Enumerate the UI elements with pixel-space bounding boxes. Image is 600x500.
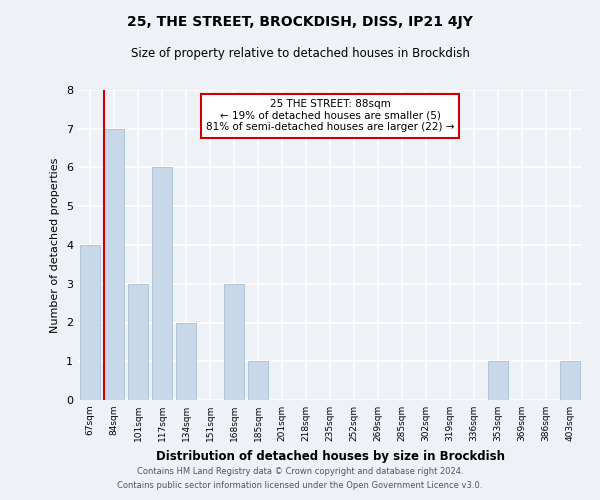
Text: 25, THE STREET, BROCKDISH, DISS, IP21 4JY: 25, THE STREET, BROCKDISH, DISS, IP21 4J… <box>127 15 473 29</box>
Bar <box>176 322 196 400</box>
Bar <box>104 128 124 400</box>
Bar <box>488 361 508 400</box>
Bar <box>248 361 268 400</box>
Bar <box>80 245 100 400</box>
Text: Contains HM Land Registry data © Crown copyright and database right 2024.: Contains HM Land Registry data © Crown c… <box>137 467 463 476</box>
Bar <box>152 168 172 400</box>
Text: Size of property relative to detached houses in Brockdish: Size of property relative to detached ho… <box>131 48 469 60</box>
Bar <box>560 361 580 400</box>
Text: 25 THE STREET: 88sqm
← 19% of detached houses are smaller (5)
81% of semi-detach: 25 THE STREET: 88sqm ← 19% of detached h… <box>206 100 454 132</box>
Bar <box>224 284 244 400</box>
Bar <box>128 284 148 400</box>
Text: Contains public sector information licensed under the Open Government Licence v3: Contains public sector information licen… <box>118 481 482 490</box>
Y-axis label: Number of detached properties: Number of detached properties <box>50 158 61 332</box>
X-axis label: Distribution of detached houses by size in Brockdish: Distribution of detached houses by size … <box>155 450 505 462</box>
